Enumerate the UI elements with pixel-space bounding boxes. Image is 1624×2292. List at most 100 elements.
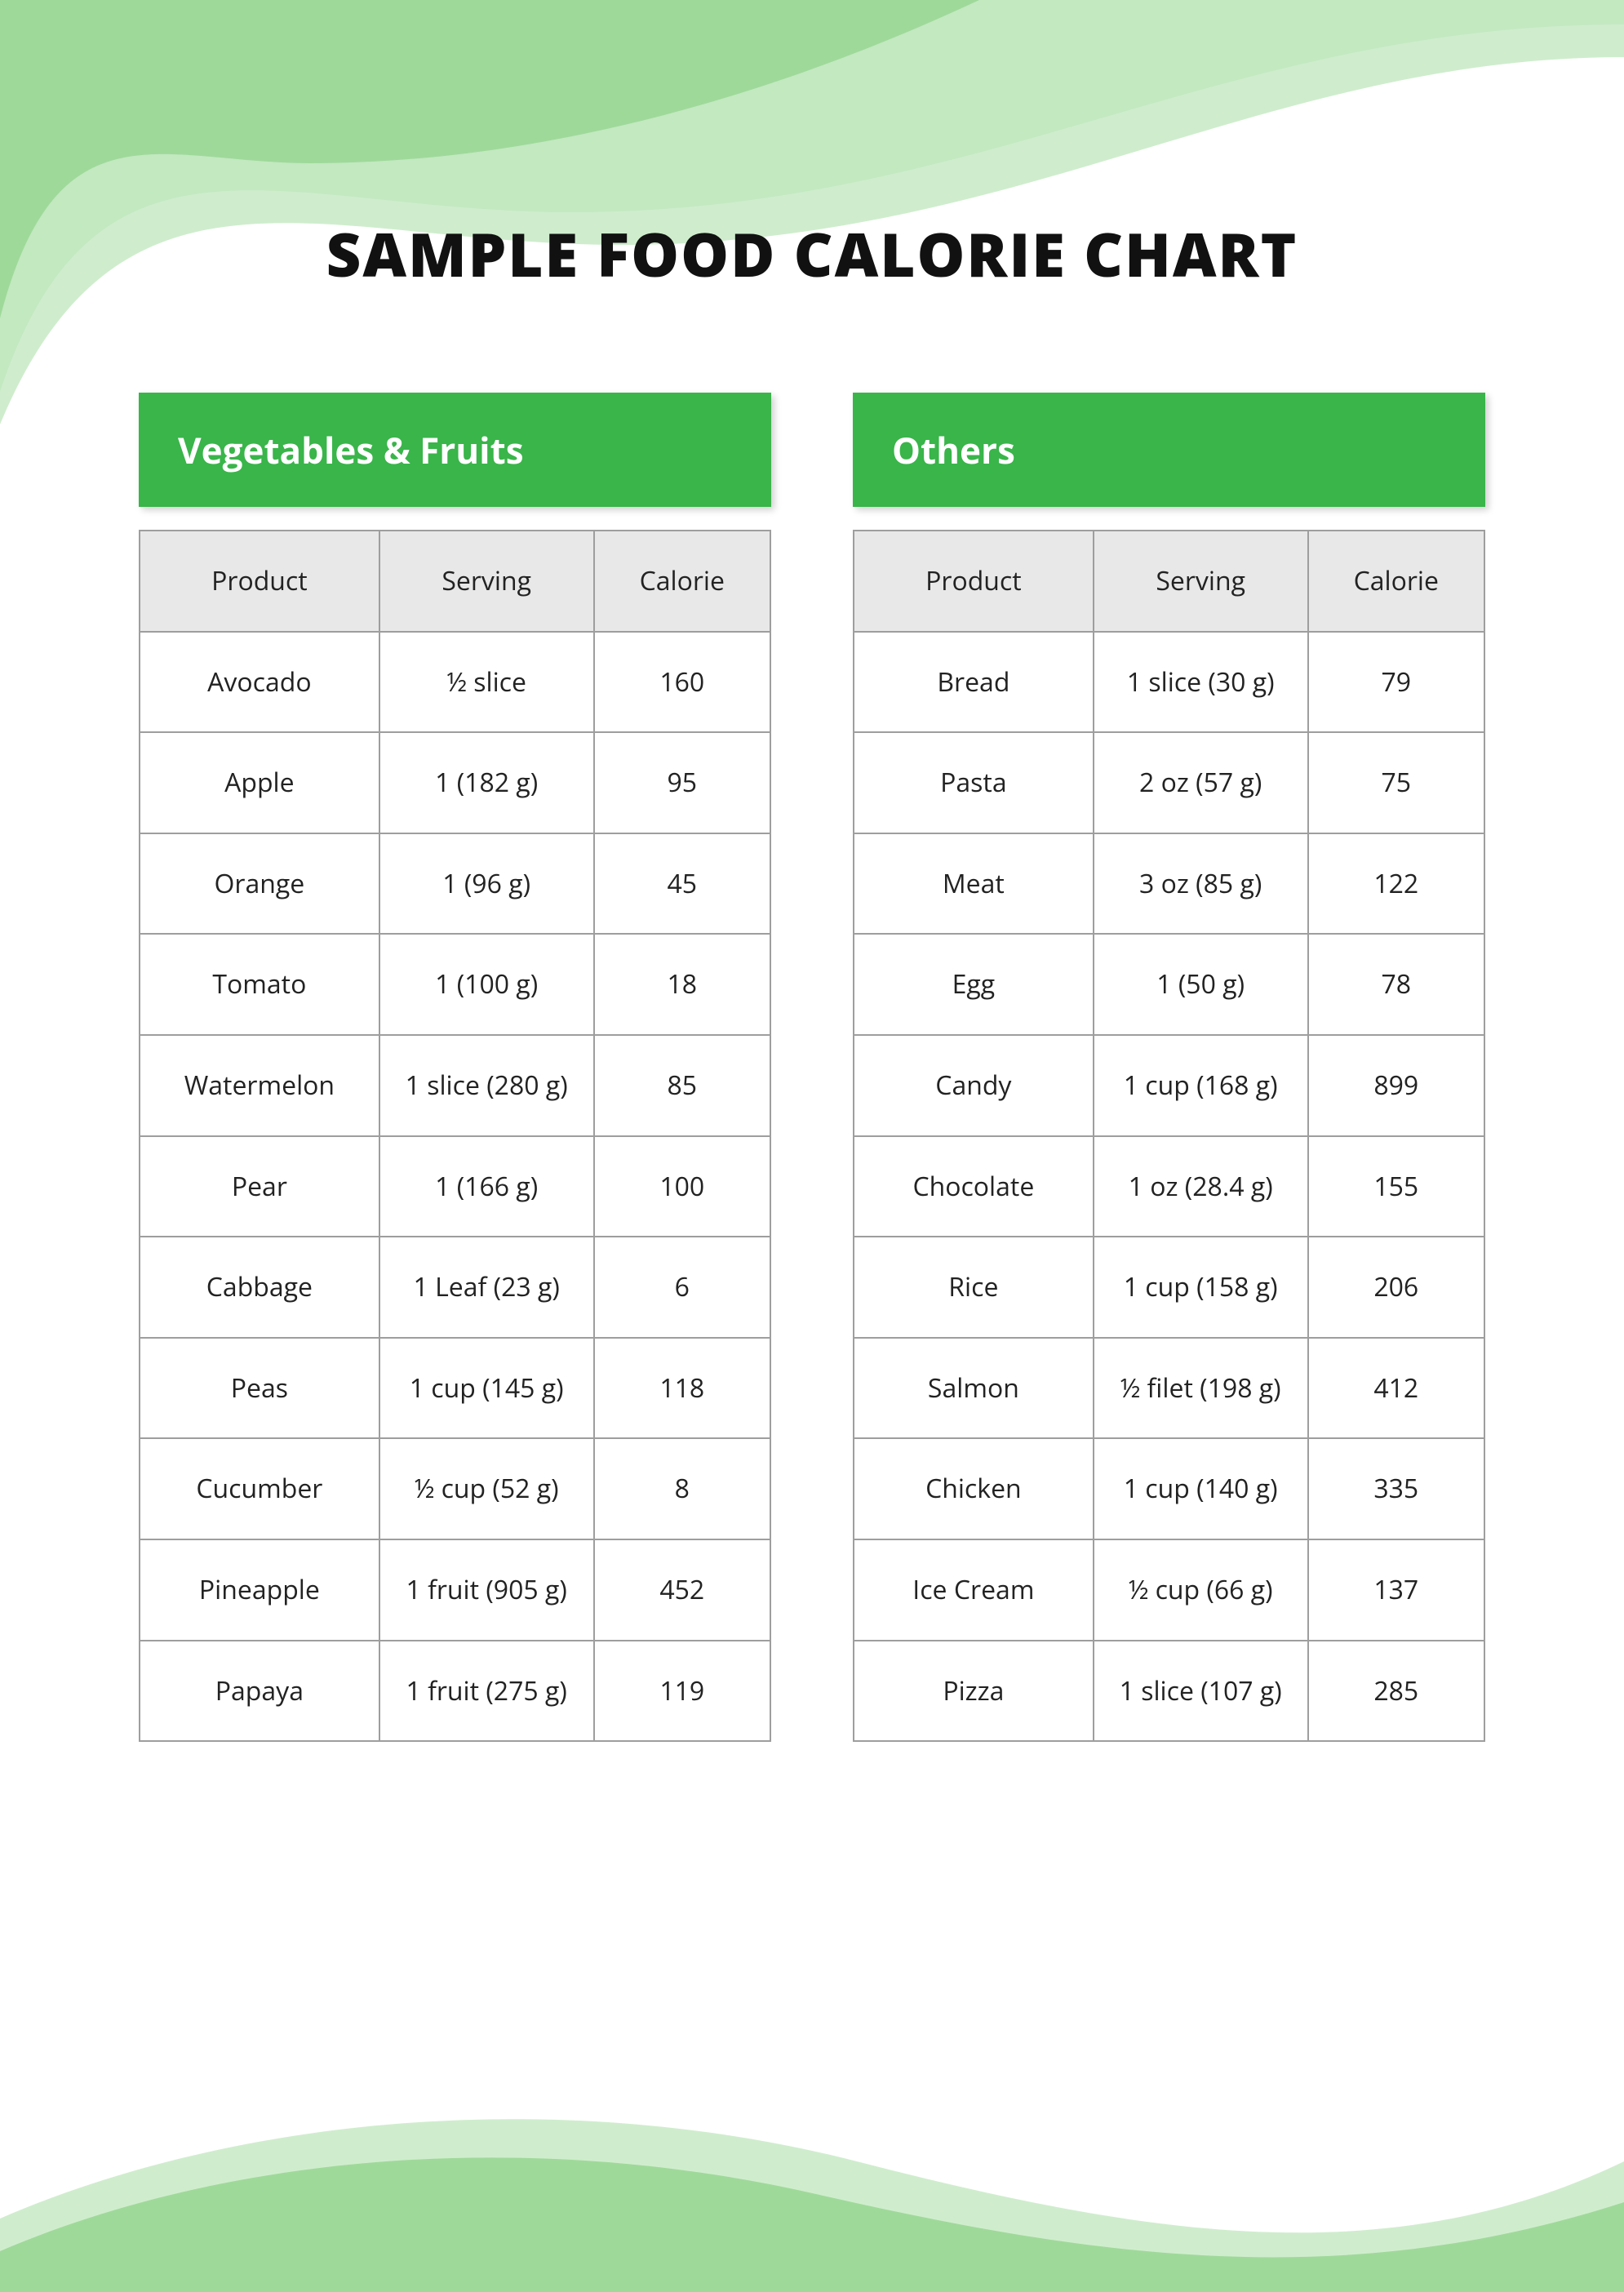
cell-calorie: 118 <box>594 1338 770 1439</box>
cell-calorie: 95 <box>594 732 770 833</box>
cell-serving: 1 oz (28.4 g) <box>1094 1136 1308 1237</box>
decor-wave-bottom <box>0 2063 1624 2292</box>
table-block-left: Vegetables & Fruits Product Serving Calo… <box>139 393 771 1742</box>
cell-calorie: 137 <box>1308 1539 1484 1641</box>
col-calorie: Calorie <box>1308 531 1484 632</box>
cell-product: Chicken <box>854 1438 1094 1539</box>
cell-serving: 1 cup (168 g) <box>1094 1035 1308 1136</box>
cell-calorie: 160 <box>594 632 770 733</box>
cell-product: Cucumber <box>140 1438 379 1539</box>
cell-serving: ½ cup (52 g) <box>379 1438 594 1539</box>
table-row: Orange1 (96 g)45 <box>140 833 770 935</box>
cell-product: Pineapple <box>140 1539 379 1641</box>
cell-calorie: 18 <box>594 934 770 1035</box>
table-row: Pear1 (166 g)100 <box>140 1136 770 1237</box>
cell-serving: 1 cup (158 g) <box>1094 1237 1308 1338</box>
cell-product: Rice <box>854 1237 1094 1338</box>
cell-calorie: 6 <box>594 1237 770 1338</box>
cell-calorie: 45 <box>594 833 770 935</box>
cell-serving: 1 slice (107 g) <box>1094 1641 1308 1742</box>
cell-serving: ½ filet (198 g) <box>1094 1338 1308 1439</box>
cell-product: Candy <box>854 1035 1094 1136</box>
cell-calorie: 119 <box>594 1641 770 1742</box>
table-row: Candy1 cup (168 g)899 <box>854 1035 1484 1136</box>
cell-calorie: 206 <box>1308 1237 1484 1338</box>
col-serving: Serving <box>1094 531 1308 632</box>
cell-calorie: 452 <box>594 1539 770 1641</box>
table-row: Peas1 cup (145 g)118 <box>140 1338 770 1439</box>
table-left: Product Serving Calorie Avocado½ slice16… <box>139 530 771 1742</box>
cell-serving: 1 slice (30 g) <box>1094 632 1308 733</box>
cell-calorie: 100 <box>594 1136 770 1237</box>
cell-product: Bread <box>854 632 1094 733</box>
cell-calorie: 79 <box>1308 632 1484 733</box>
table-header-right: Others <box>853 393 1485 507</box>
table-row: Avocado½ slice160 <box>140 632 770 733</box>
cell-calorie: 85 <box>594 1035 770 1136</box>
cell-product: Tomato <box>140 934 379 1035</box>
table-row: Ice Cream½ cup (66 g)137 <box>854 1539 1484 1641</box>
cell-product: Chocolate <box>854 1136 1094 1237</box>
cell-serving: 1 (100 g) <box>379 934 594 1035</box>
cell-product: Papaya <box>140 1641 379 1742</box>
cell-serving: 1 fruit (275 g) <box>379 1641 594 1742</box>
cell-product: Ice Cream <box>854 1539 1094 1641</box>
table-row: Chocolate1 oz (28.4 g)155 <box>854 1136 1484 1237</box>
cell-serving: 1 (166 g) <box>379 1136 594 1237</box>
cell-serving: ½ slice <box>379 632 594 733</box>
cell-product: Pear <box>140 1136 379 1237</box>
table-columns-row: Product Serving Calorie <box>854 531 1484 632</box>
table-columns-row: Product Serving Calorie <box>140 531 770 632</box>
cell-calorie: 75 <box>1308 732 1484 833</box>
cell-serving: 1 (50 g) <box>1094 934 1308 1035</box>
table-row: Papaya1 fruit (275 g)119 <box>140 1641 770 1742</box>
cell-serving: 3 oz (85 g) <box>1094 833 1308 935</box>
table-row: Pizza1 slice (107 g)285 <box>854 1641 1484 1742</box>
table-row: Cabbage1 Leaf (23 g)6 <box>140 1237 770 1338</box>
table-row: Pineapple1 fruit (905 g)452 <box>140 1539 770 1641</box>
page-title: SAMPLE FOOD CALORIE CHART <box>139 212 1485 295</box>
cell-product: Meat <box>854 833 1094 935</box>
col-calorie: Calorie <box>594 531 770 632</box>
cell-product: Watermelon <box>140 1035 379 1136</box>
cell-serving: 1 (96 g) <box>379 833 594 935</box>
table-row: Rice1 cup (158 g)206 <box>854 1237 1484 1338</box>
cell-product: Avocado <box>140 632 379 733</box>
content-area: SAMPLE FOOD CALORIE CHART Vegetables & F… <box>0 0 1624 1742</box>
tables-row: Vegetables & Fruits Product Serving Calo… <box>139 393 1485 1742</box>
table-row: Egg1 (50 g)78 <box>854 934 1484 1035</box>
table-row: Apple1 (182 g)95 <box>140 732 770 833</box>
cell-serving: 2 oz (57 g) <box>1094 732 1308 833</box>
cell-product: Apple <box>140 732 379 833</box>
table-row: Tomato1 (100 g)18 <box>140 934 770 1035</box>
cell-product: Cabbage <box>140 1237 379 1338</box>
cell-calorie: 412 <box>1308 1338 1484 1439</box>
cell-serving: 1 slice (280 g) <box>379 1035 594 1136</box>
table-row: Bread1 slice (30 g)79 <box>854 632 1484 733</box>
cell-calorie: 122 <box>1308 833 1484 935</box>
table-header-left: Vegetables & Fruits <box>139 393 771 507</box>
cell-calorie: 335 <box>1308 1438 1484 1539</box>
cell-product: Orange <box>140 833 379 935</box>
cell-calorie: 899 <box>1308 1035 1484 1136</box>
cell-product: Egg <box>854 934 1094 1035</box>
col-product: Product <box>854 531 1094 632</box>
cell-serving: 1 Leaf (23 g) <box>379 1237 594 1338</box>
table-block-right: Others Product Serving Calorie Bread1 sl… <box>853 393 1485 1742</box>
cell-calorie: 8 <box>594 1438 770 1539</box>
col-product: Product <box>140 531 379 632</box>
table-row: Chicken1 cup (140 g)335 <box>854 1438 1484 1539</box>
cell-product: Peas <box>140 1338 379 1439</box>
cell-calorie: 155 <box>1308 1136 1484 1237</box>
cell-serving: 1 cup (145 g) <box>379 1338 594 1439</box>
table-row: Meat3 oz (85 g)122 <box>854 833 1484 935</box>
cell-product: Salmon <box>854 1338 1094 1439</box>
table-row: Cucumber½ cup (52 g)8 <box>140 1438 770 1539</box>
table-row: Watermelon1 slice (280 g)85 <box>140 1035 770 1136</box>
table-right: Product Serving Calorie Bread1 slice (30… <box>853 530 1485 1742</box>
table-row: Pasta2 oz (57 g)75 <box>854 732 1484 833</box>
table-row: Salmon½ filet (198 g)412 <box>854 1338 1484 1439</box>
cell-calorie: 285 <box>1308 1641 1484 1742</box>
cell-product: Pasta <box>854 732 1094 833</box>
cell-serving: 1 cup (140 g) <box>1094 1438 1308 1539</box>
